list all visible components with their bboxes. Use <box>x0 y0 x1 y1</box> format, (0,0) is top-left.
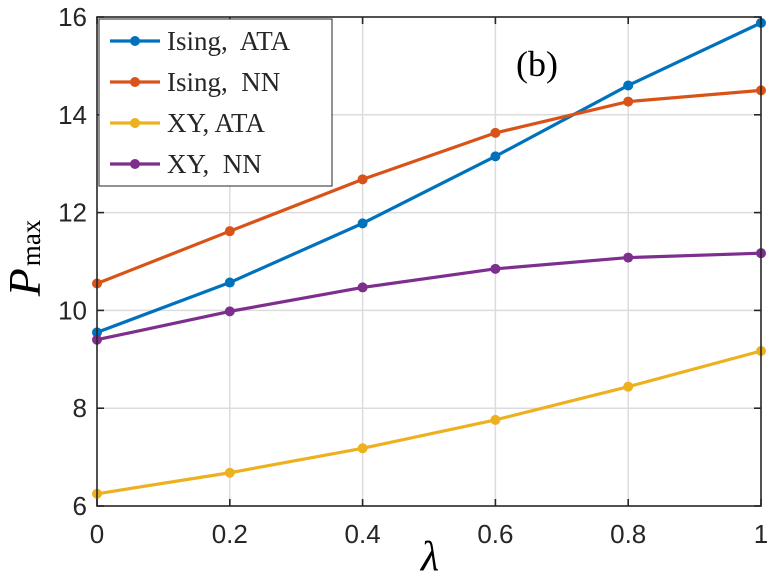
series-3 <box>92 248 766 345</box>
series-layer <box>92 17 766 499</box>
data-point <box>623 96 634 107</box>
x-axis-label: λ <box>419 534 439 576</box>
data-point <box>224 277 235 288</box>
x-tick-label: 0.4 <box>345 519 381 549</box>
series-line <box>96 21 762 334</box>
legend-marker <box>130 159 140 169</box>
y-axis-label-main: P <box>0 268 50 297</box>
legend-box <box>98 18 333 187</box>
data-point <box>490 414 501 425</box>
legend-item: Ising, ATA <box>110 26 291 56</box>
legend-item: Ising, NN <box>110 67 280 97</box>
legend-item: XY, ATA <box>110 108 265 138</box>
legend-item: XY, NN <box>110 149 262 179</box>
series-line <box>96 251 762 342</box>
legend-marker <box>130 36 140 46</box>
plot-frame <box>96 16 762 507</box>
x-tick-label: 0 <box>90 519 104 549</box>
legend: Ising, ATA Ising, NN XY, ATA XY, NN <box>98 18 333 187</box>
y-tick-label: 16 <box>58 2 87 32</box>
series-2 <box>92 345 766 499</box>
data-point <box>490 151 501 162</box>
y-tick-label: 8 <box>73 393 87 423</box>
data-point <box>490 263 501 274</box>
y-axis-label: Pmax <box>0 219 50 297</box>
series-line <box>96 88 762 285</box>
x-tick-label: 0.8 <box>610 519 646 549</box>
legend-label: Ising, NN <box>167 67 280 97</box>
series-0 <box>92 17 766 338</box>
x-tick-label: 0.2 <box>212 519 248 549</box>
data-point <box>357 282 368 293</box>
data-point <box>623 381 634 392</box>
x-tick-label: 1 <box>754 519 768 549</box>
y-tick-label: 10 <box>58 295 87 325</box>
data-point <box>357 174 368 185</box>
data-point <box>357 443 368 454</box>
legend-marker <box>130 77 140 87</box>
data-point <box>623 252 634 263</box>
series-line <box>96 349 762 496</box>
data-point <box>224 306 235 317</box>
data-point <box>357 218 368 229</box>
data-point <box>490 127 501 138</box>
legend-label: XY, NN <box>167 149 262 179</box>
y-tick-label: 14 <box>58 100 87 130</box>
panel-label: (b) <box>516 44 558 84</box>
legend-marker <box>130 118 140 128</box>
data-point <box>224 226 235 237</box>
y-tick-label: 6 <box>73 491 87 521</box>
data-point <box>623 80 634 91</box>
legend-label: Ising, ATA <box>167 26 291 56</box>
y-axis-label-subscript: max <box>16 219 46 266</box>
legend-label: XY, ATA <box>167 108 265 138</box>
y-tick-label: 12 <box>58 198 87 228</box>
x-tick-label: 0.6 <box>477 519 513 549</box>
data-point <box>224 467 235 478</box>
